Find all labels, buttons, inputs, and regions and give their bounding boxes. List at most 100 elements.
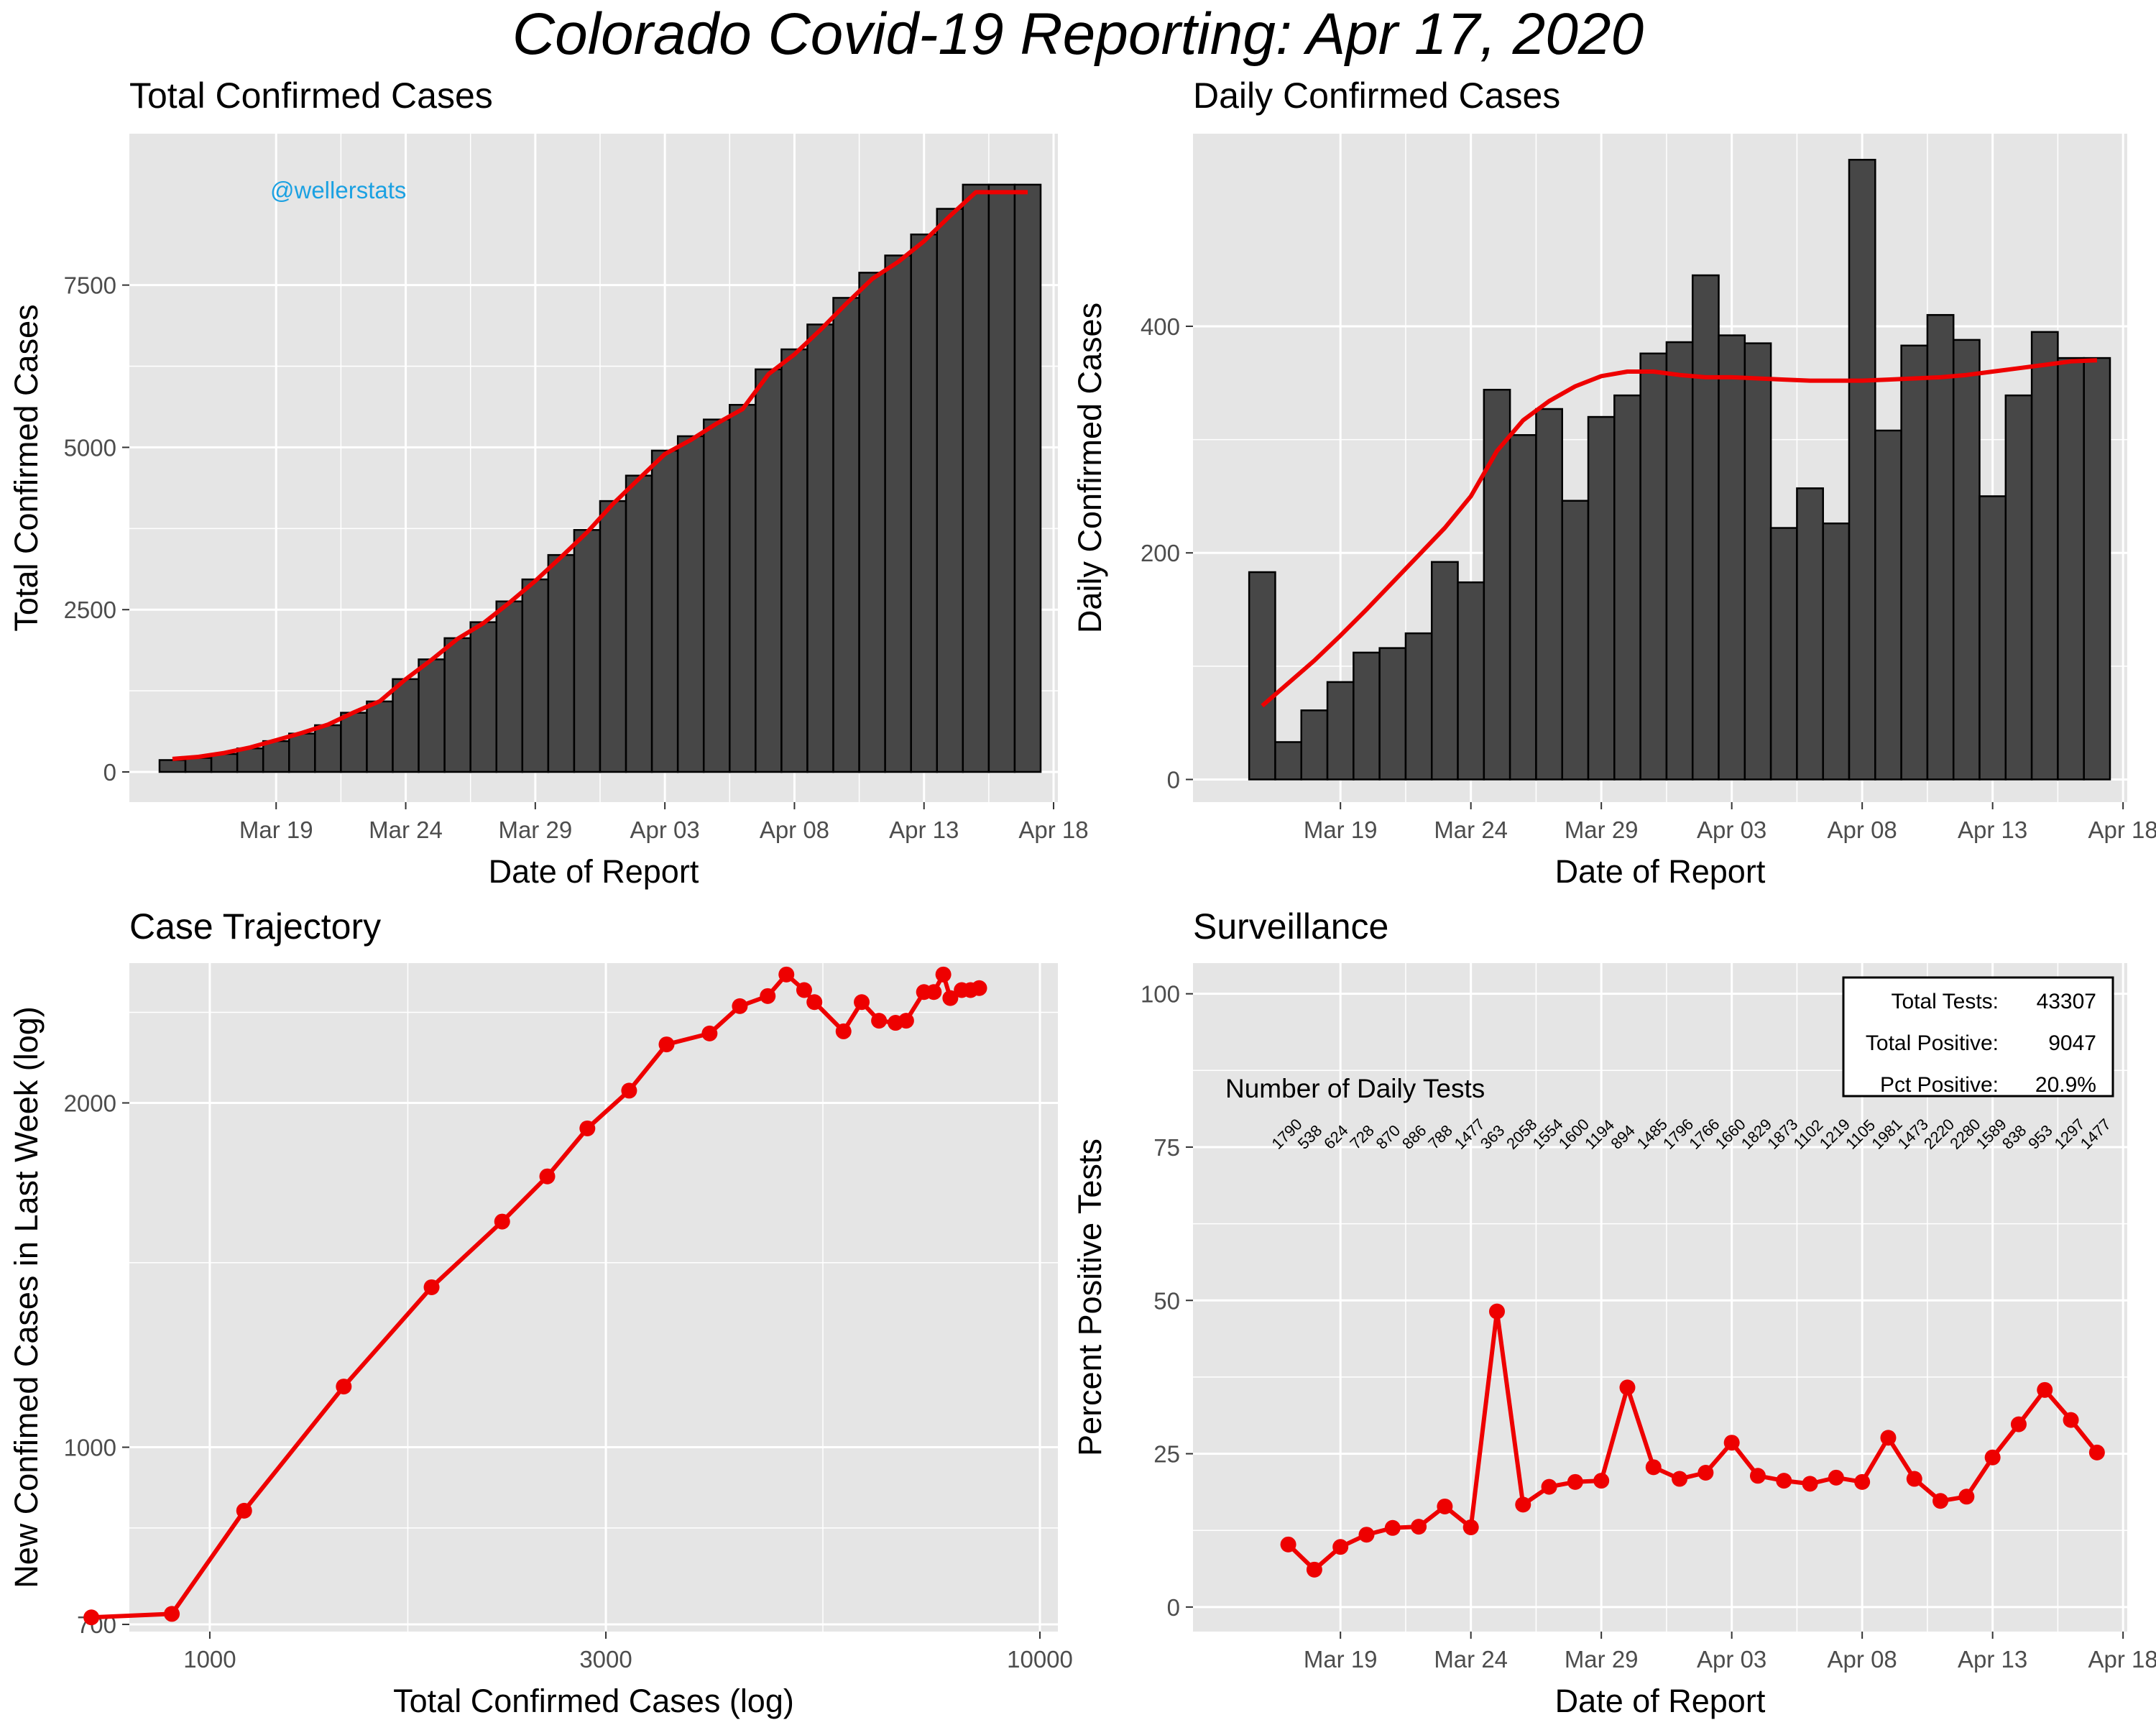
y-tick-label: 75 [1153,1134,1180,1161]
percent-positive-point [1411,1519,1427,1535]
y-axis-label: Total Confirmed Cases [8,304,45,631]
bar [314,724,342,773]
bar [2030,331,2059,781]
summary-label: Total Positive: [1866,1031,1999,1055]
bar [1822,522,1851,781]
x-tick-label: Apr 13 [1958,1646,2027,1673]
x-tick-label: Apr 18 [1018,816,1088,843]
bar [1326,681,1355,781]
trajectory-point [658,1036,675,1053]
percent-positive-point [1306,1561,1322,1578]
percent-positive-point [1749,1468,1766,1484]
y-tick-label: 0 [103,759,116,786]
x-axis-label: Total Confirmed Cases (log) [393,1683,794,1719]
trajectory-point [701,1025,718,1041]
percent-positive-point [2010,1416,2027,1432]
bar [210,753,239,773]
bar [1300,709,1329,781]
bar [288,732,316,773]
bar [1013,183,1042,773]
bar [806,323,834,773]
x-axis-label: Date of Report [1555,1683,1766,1719]
panel-1: Total Confirmed Cases Date of Report Total… [8,75,1089,890]
summary-label: Total Tests: [1891,990,1999,1013]
bar [599,500,627,773]
y-tick-label: 1000 [64,1435,116,1461]
bar [1926,313,1955,781]
bar [1848,159,1876,781]
panel-background [129,963,1058,1632]
x-tick-label: 1000 [183,1646,236,1673]
percent-positive-point [1906,1471,1922,1487]
bar [936,208,964,773]
percent-positive-point [2063,1412,2079,1428]
bar [1691,274,1720,781]
x-tick-label: 3000 [579,1646,632,1673]
trajectory-point [579,1120,596,1136]
bar [1613,394,1641,781]
x-tick-label: Mar 19 [239,816,313,843]
trajectory-point [935,966,952,983]
trend-line [1261,358,2098,708]
panel-title: Daily Confirmed Cases [1193,75,1560,116]
trajectory-point [898,1013,914,1029]
percent-positive-point [1541,1478,1557,1495]
bar [1978,495,2007,781]
summary-value: 9047 [2048,1031,2096,1055]
x-tick-label: Mar 19 [1304,1646,1378,1673]
percent-positive-point [1567,1473,1583,1490]
x-tick-label: Mar 19 [1304,816,1378,843]
x-tick-label: Mar 24 [1434,1646,1508,1673]
bar [2057,356,2085,781]
percent-positive-point [1723,1435,1740,1451]
x-tick-label: Apr 13 [1958,816,2027,843]
bar [1769,527,1798,781]
y-tick-label: 200 [1141,540,1180,566]
bar [1952,339,1981,781]
x-tick-label: Apr 13 [889,816,959,843]
y-tick-label: 25 [1153,1441,1180,1468]
y-tick-label: 5000 [64,434,116,461]
bar [987,183,1016,773]
bar [884,254,912,773]
bar [573,529,602,773]
panel-3: Case Trajectory Total Confirmed Cases (lo… [8,906,1073,1719]
x-axis-label: Date of Report [489,853,699,890]
bar [236,747,264,773]
bar [366,700,394,773]
trajectory-point [732,998,748,1014]
bar [1718,334,1746,781]
bar [1353,651,1381,781]
bar [676,435,705,773]
percent-positive-point [1384,1519,1401,1536]
trajectory-point [926,984,942,1000]
bar [755,368,783,773]
trajectory-point [494,1213,510,1230]
percent-positive-point [1645,1459,1662,1476]
panel-4: Surveillance Date of Report Percent Positi… [1072,906,2156,1719]
percent-positive-point [1593,1473,1610,1489]
x-tick-label: Apr 03 [1697,1646,1766,1673]
bar [340,712,368,773]
trajectory-point [871,1013,888,1029]
y-tick-label: 0 [1167,1594,1180,1621]
bar [521,578,550,773]
bar [547,553,576,773]
x-tick-label: Apr 03 [630,816,700,843]
trajectory-point [83,1609,100,1626]
y-tick-label: 50 [1153,1287,1180,1314]
percent-positive-point [1854,1473,1871,1490]
percent-positive-point [1437,1498,1453,1514]
bar [1796,487,1824,781]
trajectory-point [621,1082,637,1099]
bar [1535,408,1563,781]
y-tick-label: 2500 [64,597,116,623]
trajectory-point [806,994,823,1011]
bar [158,759,187,773]
bar [392,678,420,773]
trajectory-point [796,982,812,998]
y-tick-label: 7500 [64,272,116,299]
bar [729,404,757,773]
bar [1430,561,1459,781]
